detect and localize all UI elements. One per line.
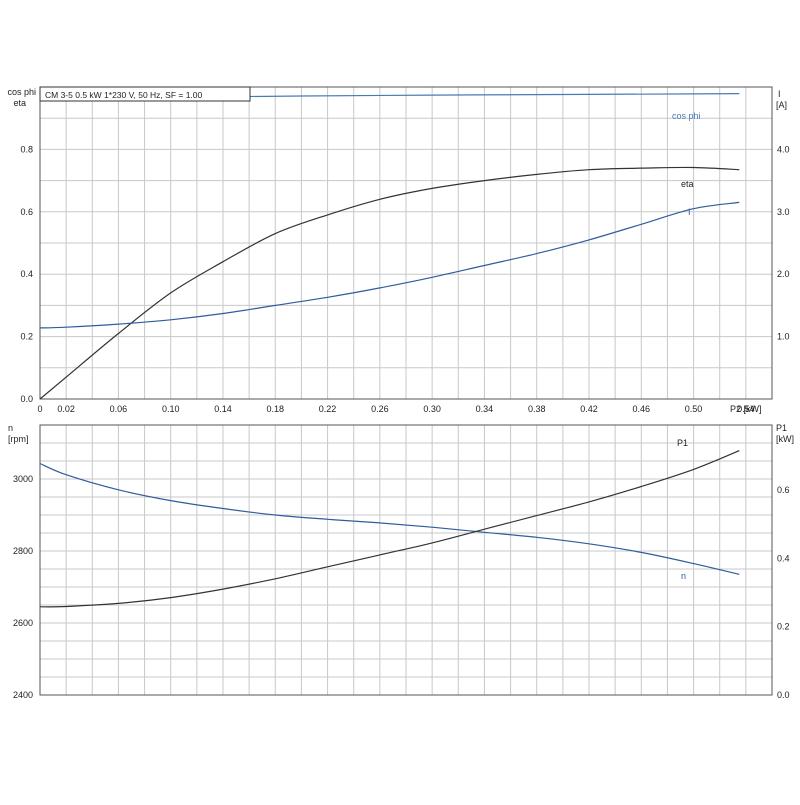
series-label-n: n [681,571,686,581]
x-tick-label: 0.30 [423,404,441,414]
x-tick-label: 0.34 [476,404,494,414]
right-tick-label: 4.0 [777,144,790,154]
left-tick-label: 0.2 [20,332,33,342]
upper-tick-labels: 0.0 0.2 0.4 0.6 0.8 1.0 2.0 3.0 4.0 0 0.02 0.06 0.10… [20,144,789,414]
x-tick-label: 0.14 [214,404,232,414]
x-tick-label: 0.22 [319,404,337,414]
right-tick-label: 0.4 [777,553,790,563]
x-tick-label: 0.06 [110,404,128,414]
upper-chart: 0.0 0.2 0.4 0.6 0.8 1.0 2.0 3.0 4.0 0 0.02 0.06 0.10… [7,86,790,414]
series-line-p1 [39,450,740,608]
right-tick-label: 0.6 [777,485,790,495]
upper-plot-frame [39,86,773,400]
left-tick-label: 2400 [13,690,33,700]
upper-title: CM 3-5 0.5 kW 1*230 V, 50 Hz, SF = 1.00 [45,90,203,100]
lower-left-axis-label-2: [rpm] [8,434,29,444]
left-tick-label: 0.0 [20,394,33,404]
right-tick-label: 3.0 [777,207,790,217]
right-tick-label: 0.0 [777,690,790,700]
lower-tick-labels: 2400 2600 2800 3000 0.0 0.2 0.4 0.6 [13,474,790,700]
series-label-p1: P1 [677,438,688,448]
upper-grid [40,87,772,399]
x-tick-label: 0.54 [737,404,755,414]
x-tick-label: 0.38 [528,404,546,414]
left-tick-label: 0.8 [20,144,33,154]
upper-left-axis-label-2: eta [13,98,26,108]
series-line-n [39,462,740,575]
title-box [39,86,251,102]
x-tick-label: 0.02 [57,404,75,414]
left-tick-label: 0.6 [20,207,33,217]
left-tick-label: 0.4 [20,269,33,279]
right-tick-label: 1.0 [777,332,790,342]
upper-right-axis-label-1: I [778,89,781,99]
upper-left-axis-label-1: cos phi [7,87,36,97]
x-axis-label: P2 [kW] [730,404,762,414]
left-tick-label: 2800 [13,546,33,556]
lower-grid [40,425,772,695]
series-label-current: I [688,207,691,217]
lower-series-group [39,450,740,608]
lower-plot-frame [39,424,773,696]
lower-right-axis-label-1: P1 [776,423,787,433]
upper-right-axis-label-2: [A] [776,100,787,110]
series-label-eta: eta [681,179,694,189]
lower-right-axis-label-2: [kW] [776,434,794,444]
x-tick-label: 0.10 [162,404,180,414]
x-tick-label: 0.46 [633,404,651,414]
x-tick-label: 0.26 [371,404,389,414]
left-tick-label: 3000 [13,474,33,484]
left-tick-label: 2600 [13,618,33,628]
x-tick-label: 0.42 [580,404,598,414]
series-line-i [39,201,740,329]
x-tick-label: 0.50 [685,404,703,414]
x-tick-label: 0.18 [267,404,285,414]
right-tick-label: 0.2 [777,622,790,632]
right-tick-label: 2.0 [777,269,790,279]
lower-left-axis-label-1: n [8,423,13,433]
x-tick-label: 0 [37,404,42,414]
series-line-eta [39,166,740,400]
series-label-cos-phi: cos phi [672,111,701,121]
